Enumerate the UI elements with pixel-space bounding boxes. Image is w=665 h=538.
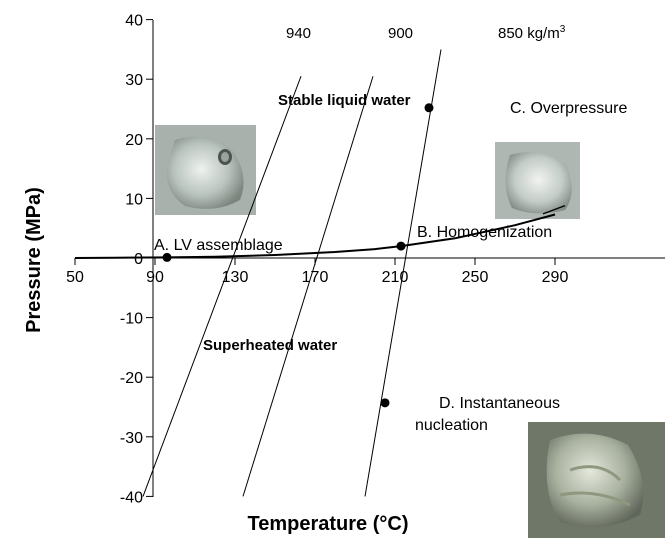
x-tick-label: 130: [222, 269, 249, 286]
photo-lv-assemblage: [155, 125, 256, 215]
y-tick-label: 0: [134, 251, 143, 268]
y-tick-label: -30: [120, 430, 143, 447]
y-tick-label: 20: [125, 132, 143, 149]
data-point-marker: [380, 398, 390, 408]
x-axis-ticks: [74, 258, 556, 265]
isochore-label-850: 850 kg/m3: [498, 24, 566, 42]
y-tick-label: 40: [125, 13, 143, 30]
isochore-line: [142, 76, 302, 497]
data-point-marker: [396, 241, 406, 251]
y-axis-tick-labels: 40 30 20 10 0 -10 -20 -30 -40: [120, 13, 143, 507]
y-tick-label: 10: [125, 191, 143, 208]
region-label-stable: Stable liquid water: [278, 92, 411, 109]
x-tick-label: 170: [302, 269, 329, 286]
data-point-marker: [424, 103, 434, 113]
y-tick-label: -10: [120, 311, 143, 328]
x-tick-label: 90: [146, 269, 164, 286]
photo-nucleation: [528, 422, 665, 538]
isochore-unit-superscript: 3: [560, 24, 566, 35]
x-axis-title: Temperature (°C): [248, 513, 409, 535]
y-tick-label: -20: [120, 370, 143, 387]
data-point-marker: [162, 252, 172, 262]
point-label-a: A. LV assemblage: [154, 237, 283, 254]
photo-homogenization: [495, 142, 580, 219]
isochore-label-900: 900: [388, 25, 413, 42]
point-label-d-line2: nucleation: [415, 417, 488, 434]
x-axis-tick-labels: 50 90 130 170 210 250 290: [66, 269, 568, 286]
region-label-superheated: Superheated water: [203, 337, 337, 354]
saturation-curve: [74, 213, 556, 259]
y-axis-title: Pressure (MPa): [23, 187, 45, 333]
y-tick-label: -40: [120, 489, 143, 506]
point-label-d: D. Instantaneous: [439, 395, 560, 412]
point-label-b: B. Homogenization: [417, 224, 552, 241]
saturation-curve-upper: [542, 204, 566, 215]
isochore-label-940: 940: [286, 25, 311, 42]
x-tick-label: 290: [542, 269, 569, 286]
isochore-line: [242, 76, 374, 497]
y-tick-label: 30: [125, 72, 143, 89]
x-tick-label: 50: [66, 269, 84, 286]
x-tick-label: 250: [462, 269, 489, 286]
isochore-lines: [142, 49, 442, 497]
point-label-c: C. Overpressure: [510, 100, 627, 117]
x-tick-label: 210: [382, 269, 409, 286]
data-points: [162, 103, 434, 408]
isochore-line: [364, 49, 442, 497]
